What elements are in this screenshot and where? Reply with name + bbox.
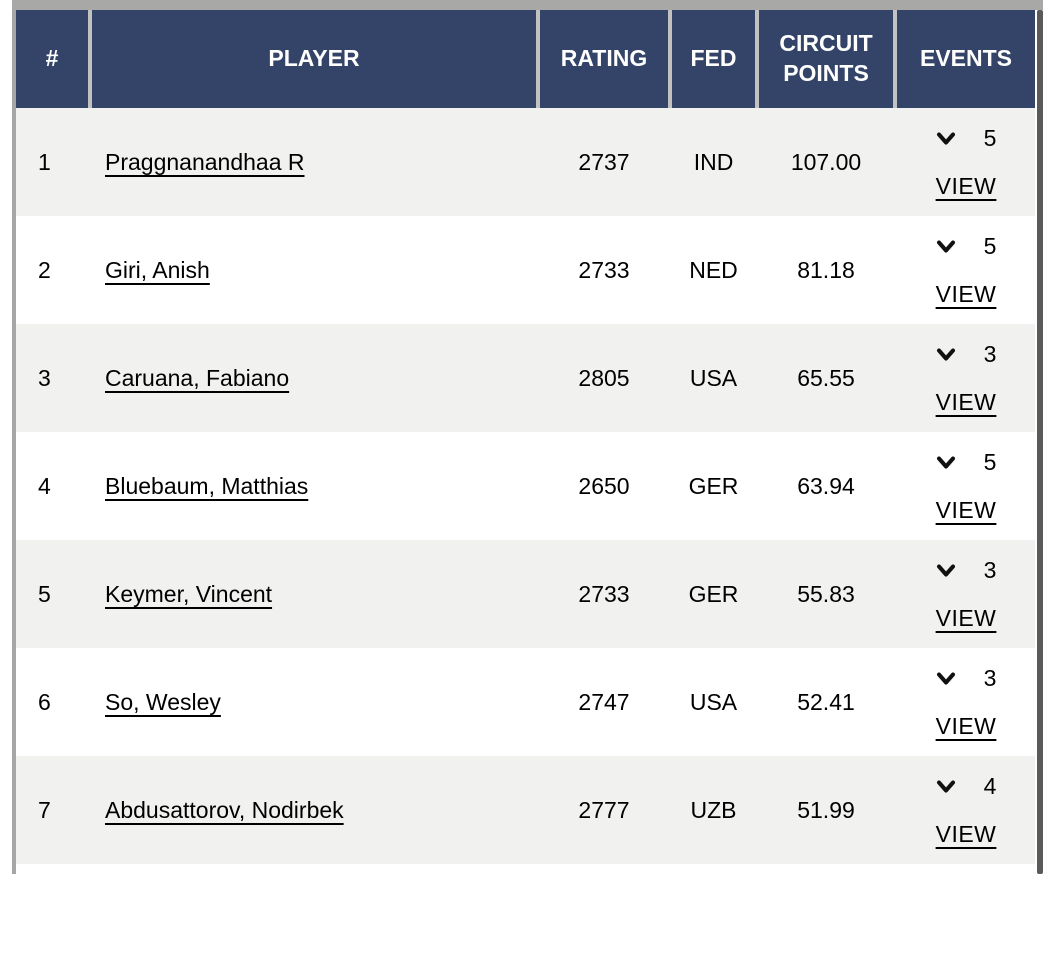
player-link[interactable]: Bluebaum, Matthias — [105, 472, 309, 499]
rank-value: 6 — [38, 688, 51, 715]
rank-value: 3 — [38, 364, 51, 391]
table-row: 1 Praggnanandhaa R 2737 IND 107.00 5 VIE… — [16, 108, 1035, 216]
fed-value: NED — [689, 256, 738, 283]
rating-value: 2733 — [578, 256, 630, 283]
rating-value: 2737 — [578, 148, 630, 175]
chevron-down-icon — [936, 780, 956, 793]
player-link[interactable]: Giri, Anish — [105, 256, 210, 283]
chevron-down-icon — [936, 348, 956, 361]
events-cell: 4 VIEW — [897, 756, 1035, 864]
events-cell: 3 VIEW — [897, 648, 1035, 756]
chevron-down-icon — [936, 456, 956, 469]
events-expander[interactable]: 3 — [936, 664, 997, 692]
events-count: 4 — [983, 772, 997, 799]
fed-value: IND — [693, 148, 734, 175]
table-row: 5 Keymer, Vincent 2733 GER 55.83 3 VIEW — [16, 540, 1035, 648]
rank-value: 5 — [38, 580, 51, 607]
circuit-points-value: 52.41 — [797, 688, 855, 715]
player-cell: Giri, Anish — [92, 216, 536, 324]
player-cell: So, Wesley — [92, 648, 536, 756]
events-count: 3 — [983, 340, 997, 367]
header-cell-events: EVENTS — [897, 10, 1035, 108]
circuit-points-value: 55.83 — [797, 580, 855, 607]
view-link[interactable]: VIEW — [935, 172, 997, 199]
events-expander[interactable]: 5 — [936, 124, 997, 152]
player-link[interactable]: Praggnanandhaa R — [105, 148, 305, 175]
events-count: 3 — [983, 664, 997, 691]
header-cell-player: PLAYER — [92, 10, 536, 108]
fed-value: GER — [688, 580, 739, 607]
rank-value: 4 — [38, 472, 51, 499]
player-link[interactable]: Caruana, Fabiano — [105, 364, 290, 391]
table-row — [16, 864, 1035, 972]
table-row: 2 Giri, Anish 2733 NED 81.18 5 VIEW — [16, 216, 1035, 324]
header-cell-rating: RATING — [540, 10, 668, 108]
events-count: 5 — [983, 124, 997, 151]
view-link[interactable]: VIEW — [935, 604, 997, 631]
circuit-points-value: 65.55 — [797, 364, 855, 391]
player-cell: Bluebaum, Matthias — [92, 432, 536, 540]
rating-value: 2650 — [578, 472, 630, 499]
table-row: 7 Abdusattorov, Nodirbek 2777 UZB 51.99 … — [16, 756, 1035, 864]
rank-value: 7 — [38, 796, 51, 823]
view-link[interactable]: VIEW — [935, 712, 997, 739]
rank-value: 1 — [38, 148, 51, 175]
chevron-down-icon — [936, 240, 956, 253]
table-row: 6 So, Wesley 2747 USA 52.41 3 VIEW — [16, 648, 1035, 756]
player-link[interactable]: Abdusattorov, Nodirbek — [105, 796, 344, 823]
header-cell-fed: FED — [672, 10, 755, 108]
player-link[interactable]: Keymer, Vincent — [105, 580, 273, 607]
table-left-border — [12, 10, 16, 874]
events-cell: 5 VIEW — [897, 108, 1035, 216]
rankings-table: # PLAYER RATING FED CIRCUIT POINTS EVENT… — [16, 10, 1035, 972]
rating-value: 2747 — [578, 688, 630, 715]
player-cell: Keymer, Vincent — [92, 540, 536, 648]
rating-value: 2733 — [578, 580, 630, 607]
rating-value: 2777 — [578, 796, 630, 823]
player-cell: Abdusattorov, Nodirbek — [92, 756, 536, 864]
player-link[interactable]: So, Wesley — [105, 688, 221, 715]
events-cell: 3 VIEW — [897, 540, 1035, 648]
events-count: 3 — [983, 556, 997, 583]
view-link[interactable]: VIEW — [935, 496, 997, 523]
table-top-border — [12, 0, 1043, 10]
events-expander[interactable]: 3 — [936, 556, 997, 584]
circuit-points-value: 107.00 — [790, 148, 862, 175]
circuit-points-value: 81.18 — [797, 256, 855, 283]
events-expander[interactable]: 5 — [936, 448, 997, 476]
events-cell: 5 VIEW — [897, 432, 1035, 540]
fed-value: USA — [689, 688, 738, 715]
events-count: 5 — [983, 448, 997, 475]
table-row: 3 Caruana, Fabiano 2805 USA 65.55 3 VIEW — [16, 324, 1035, 432]
chevron-down-icon — [936, 132, 956, 145]
table-header: # PLAYER RATING FED CIRCUIT POINTS EVENT… — [16, 10, 1035, 108]
rating-value: 2805 — [578, 364, 630, 391]
table-row: 4 Bluebaum, Matthias 2650 GER 63.94 5 VI… — [16, 432, 1035, 540]
player-cell: Praggnanandhaa R — [92, 108, 536, 216]
player-cell: Caruana, Fabiano — [92, 324, 536, 432]
vertical-scrollbar[interactable] — [1037, 10, 1043, 874]
events-expander[interactable]: 4 — [936, 772, 997, 800]
events-cell: 5 VIEW — [897, 216, 1035, 324]
fed-value: UZB — [690, 796, 737, 823]
events-count: 5 — [983, 232, 997, 259]
fed-value: USA — [689, 364, 738, 391]
fed-value: GER — [688, 472, 739, 499]
view-link[interactable]: VIEW — [935, 388, 997, 415]
chevron-down-icon — [936, 672, 956, 685]
header-cell-circuit-points: CIRCUIT POINTS — [759, 10, 893, 108]
rank-value: 2 — [38, 256, 51, 283]
events-expander[interactable]: 5 — [936, 232, 997, 260]
view-link[interactable]: VIEW — [935, 280, 997, 307]
header-cell-rank: # — [16, 10, 88, 108]
circuit-points-value: 51.99 — [797, 796, 855, 823]
circuit-points-value: 63.94 — [797, 472, 855, 499]
events-expander[interactable]: 3 — [936, 340, 997, 368]
chevron-down-icon — [936, 564, 956, 577]
view-link[interactable]: VIEW — [935, 820, 997, 847]
events-cell: 3 VIEW — [897, 324, 1035, 432]
